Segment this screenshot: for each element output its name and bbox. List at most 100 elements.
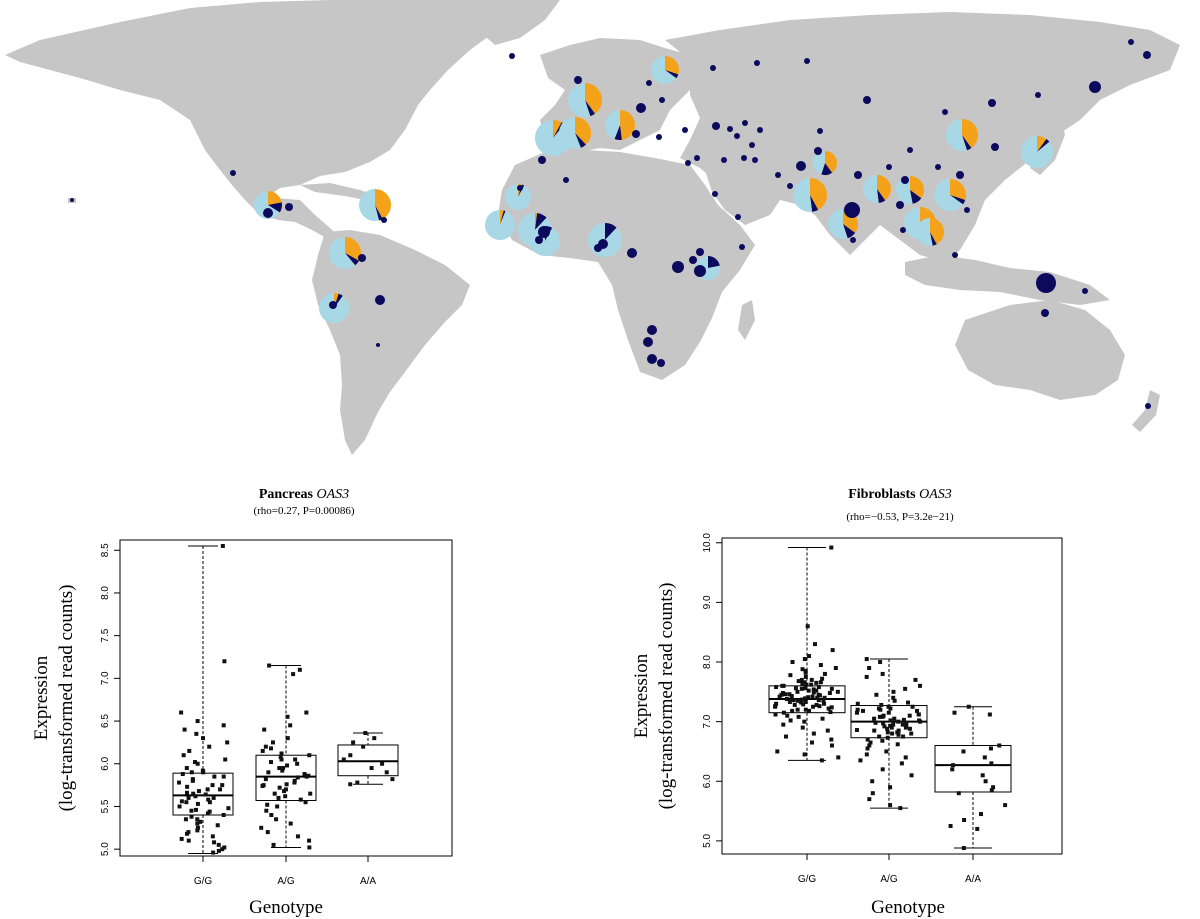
data-point bbox=[264, 777, 268, 781]
data-point bbox=[957, 791, 961, 795]
data-point bbox=[809, 683, 813, 687]
data-point bbox=[185, 832, 189, 836]
data-point bbox=[910, 773, 914, 777]
population-dot bbox=[752, 157, 758, 163]
population-dot bbox=[710, 65, 716, 71]
data-point bbox=[795, 690, 799, 694]
data-point bbox=[781, 723, 785, 727]
data-point bbox=[981, 773, 985, 777]
data-point bbox=[962, 846, 966, 850]
data-point bbox=[261, 749, 265, 753]
data-point bbox=[190, 770, 194, 774]
fibroblasts-boxplot: Fibroblasts OAS3 (rho=−0.53, P=3.2e−21) … bbox=[600, 470, 1200, 919]
data-point bbox=[277, 796, 281, 800]
data-point bbox=[196, 719, 200, 723]
data-point bbox=[184, 817, 188, 821]
data-point bbox=[804, 671, 808, 675]
y-tick-label: 6.0 bbox=[100, 756, 111, 770]
population-dot bbox=[712, 191, 718, 197]
data-point bbox=[295, 762, 299, 766]
data-point bbox=[880, 739, 884, 743]
data-point bbox=[307, 753, 311, 757]
data-point bbox=[829, 546, 833, 550]
data-point bbox=[789, 718, 793, 722]
data-point bbox=[908, 714, 912, 718]
data-point bbox=[810, 741, 814, 745]
population-dot bbox=[814, 147, 822, 155]
data-point bbox=[812, 732, 816, 736]
population-dot bbox=[712, 122, 720, 130]
data-point bbox=[370, 766, 374, 770]
data-point bbox=[915, 709, 919, 713]
data-point bbox=[775, 749, 779, 753]
population-dot bbox=[538, 156, 546, 164]
data-point bbox=[348, 782, 352, 786]
y-tick-label: 8.5 bbox=[100, 543, 111, 557]
data-point bbox=[293, 757, 297, 761]
data-point bbox=[836, 755, 840, 759]
population-pie bbox=[916, 218, 944, 246]
data-point bbox=[870, 779, 874, 783]
data-point bbox=[906, 701, 910, 705]
data-point bbox=[223, 757, 227, 761]
data-point bbox=[218, 787, 222, 791]
data-point bbox=[222, 813, 226, 817]
population-dot bbox=[627, 248, 637, 258]
data-point bbox=[801, 702, 805, 706]
genotype-box bbox=[173, 544, 233, 855]
population-dot bbox=[734, 133, 740, 139]
data-point bbox=[280, 757, 284, 761]
population-pie bbox=[896, 176, 924, 204]
chart-title-tissue: Pancreas bbox=[259, 487, 314, 502]
population-dot bbox=[964, 207, 970, 213]
chart-title: Pancreas OAS3 bbox=[259, 487, 349, 502]
data-point bbox=[814, 681, 818, 685]
data-point bbox=[363, 731, 367, 735]
data-point bbox=[299, 798, 303, 802]
y-axis-label-line2: (log-transformed read counts) bbox=[56, 585, 77, 812]
data-point bbox=[814, 689, 818, 693]
data-point bbox=[830, 687, 834, 691]
data-point bbox=[195, 822, 199, 826]
data-point bbox=[187, 796, 191, 800]
x-tick-label: A/G bbox=[880, 874, 897, 885]
population-dot bbox=[817, 128, 823, 134]
population-dot bbox=[804, 58, 810, 64]
data-point bbox=[788, 700, 792, 704]
data-point bbox=[283, 794, 287, 798]
data-point bbox=[351, 740, 355, 744]
population-pie bbox=[934, 179, 966, 211]
data-point bbox=[817, 693, 821, 697]
population-dot bbox=[741, 155, 747, 161]
data-point bbox=[830, 743, 834, 747]
data-point bbox=[861, 709, 865, 713]
x-tick-label: A/A bbox=[965, 874, 981, 885]
data-point bbox=[191, 779, 195, 783]
data-point bbox=[913, 678, 917, 682]
data-point bbox=[810, 678, 814, 682]
data-point bbox=[796, 699, 800, 703]
australia-landmass bbox=[955, 300, 1125, 400]
data-point bbox=[788, 673, 792, 677]
data-point bbox=[269, 760, 273, 764]
data-point bbox=[823, 672, 827, 676]
population-dot bbox=[535, 236, 543, 244]
data-point bbox=[774, 685, 778, 689]
y-tick-label: 6.0 bbox=[702, 774, 713, 788]
data-point bbox=[783, 692, 787, 696]
data-point bbox=[361, 745, 365, 749]
data-point bbox=[264, 809, 268, 813]
data-point bbox=[951, 763, 955, 767]
population-dot bbox=[863, 96, 871, 104]
data-point bbox=[179, 711, 183, 715]
data-point bbox=[802, 720, 806, 724]
data-point bbox=[194, 732, 198, 736]
data-point bbox=[184, 800, 188, 804]
data-point bbox=[222, 775, 226, 779]
population-dot bbox=[646, 80, 652, 86]
data-point bbox=[289, 822, 293, 826]
population-dot bbox=[70, 198, 74, 202]
population-dot bbox=[1145, 403, 1151, 409]
data-point bbox=[952, 711, 956, 715]
data-point bbox=[264, 745, 268, 749]
